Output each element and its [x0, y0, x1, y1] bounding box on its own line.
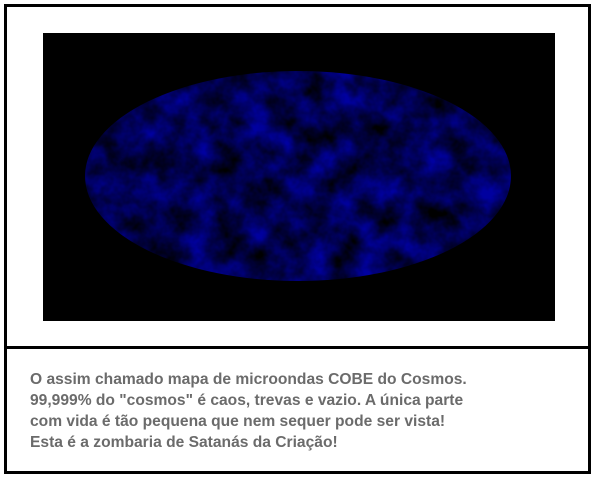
- cmb-texture: [85, 71, 511, 281]
- caption-line: Esta é a zombaria de Satanás da Criação!: [30, 434, 338, 451]
- divider: [7, 346, 588, 349]
- caption-line: O assim chamado mapa de microondas COBE …: [30, 371, 467, 388]
- caption-line: com vida é tão pequena que nem sequer po…: [30, 413, 446, 430]
- frame: O assim chamado mapa de microondas COBE …: [4, 4, 591, 474]
- cobe-map-image: [43, 33, 555, 321]
- caption-line: 99,999% do "cosmos" é caos, trevas e vaz…: [30, 392, 464, 409]
- caption: O assim chamado mapa de microondas COBE …: [30, 369, 580, 453]
